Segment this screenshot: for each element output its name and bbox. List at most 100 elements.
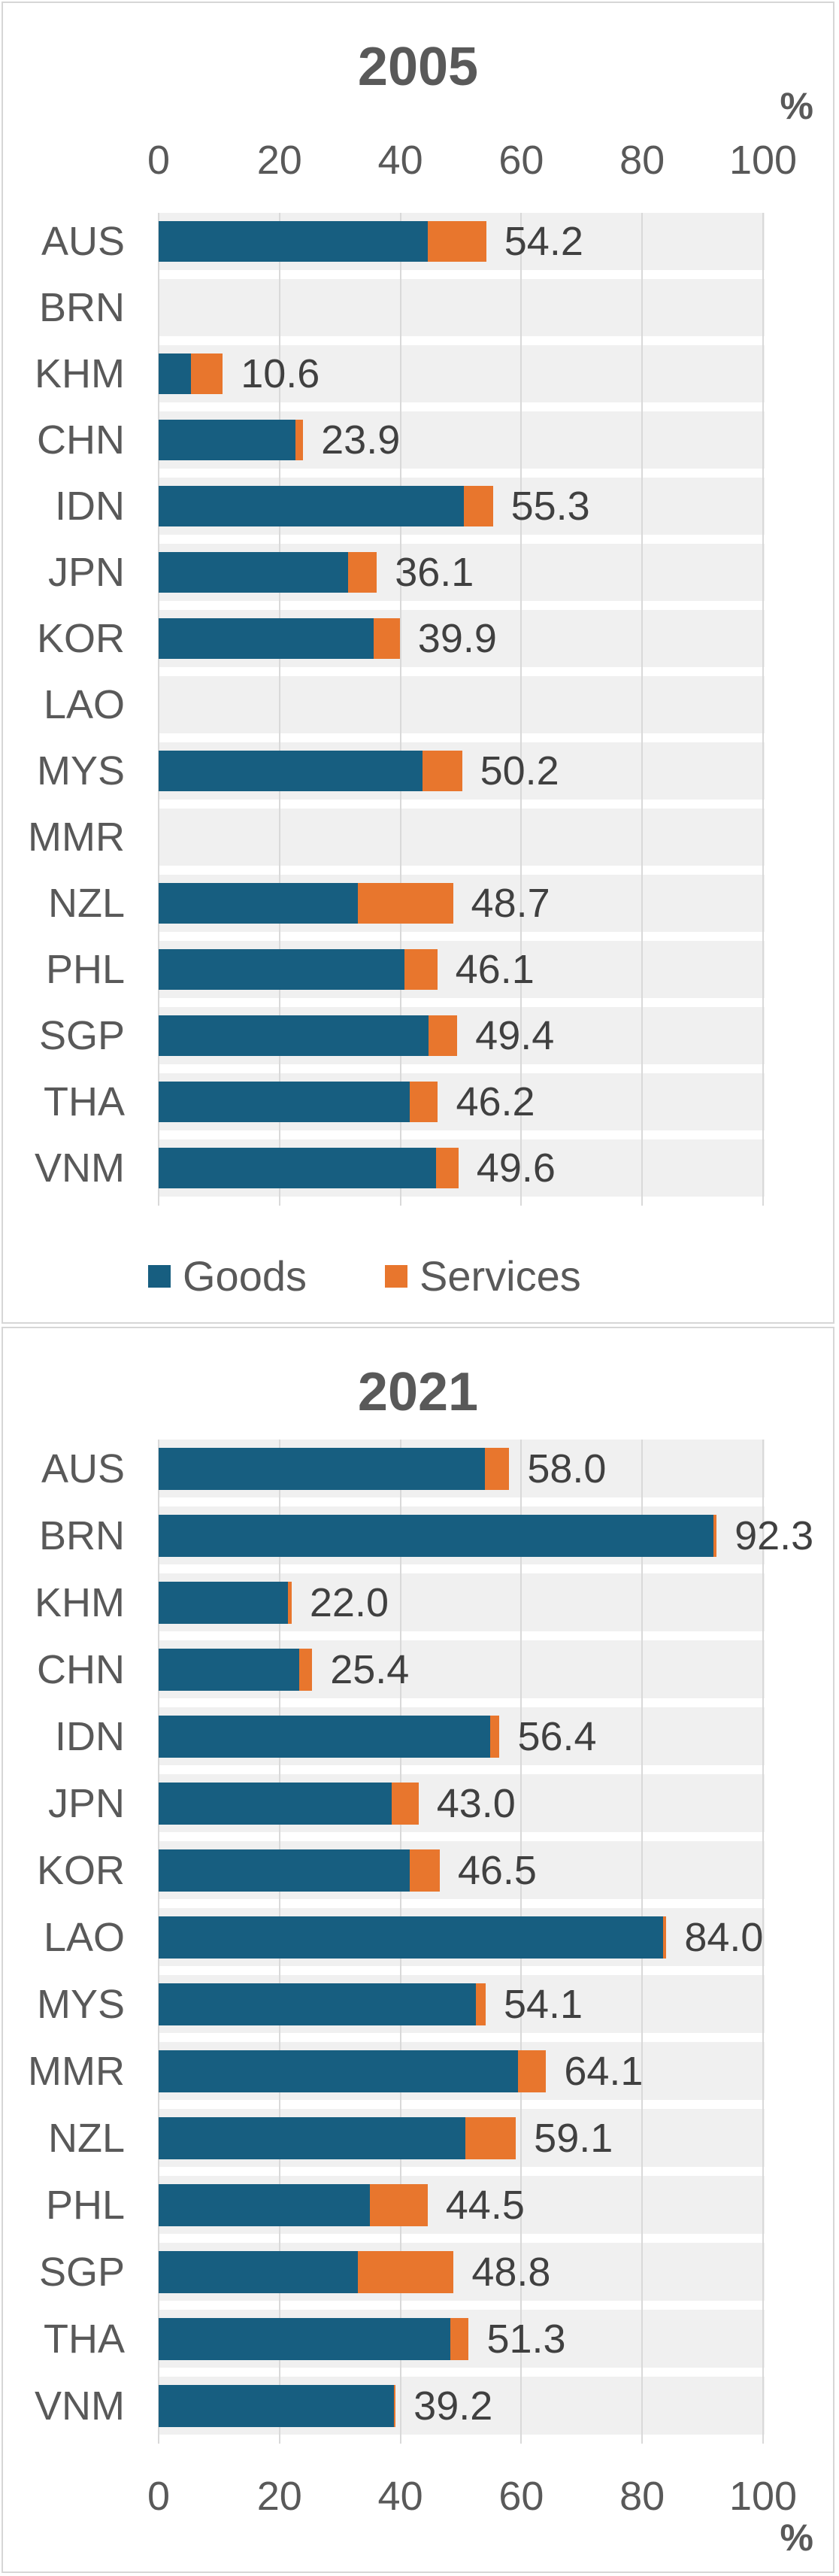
bar-services-segment bbox=[427, 221, 486, 262]
bar-goods-segment bbox=[159, 2384, 394, 2427]
category-label: IDN bbox=[55, 1713, 125, 1759]
bar-services-segment bbox=[485, 1447, 510, 1490]
category-label: LAO bbox=[43, 682, 125, 727]
stacked-bar bbox=[159, 1782, 419, 1825]
category-label: NZL bbox=[47, 2115, 125, 2161]
bar-total-label: 43.0 bbox=[436, 1780, 516, 1826]
stacked-bar bbox=[159, 2183, 428, 2226]
category-label: VNM bbox=[35, 1145, 125, 1191]
stacked-bar bbox=[159, 221, 486, 262]
bar-services-segment bbox=[295, 420, 304, 460]
bar-goods-segment bbox=[159, 2183, 371, 2226]
percent-axis-unit-label: % bbox=[780, 85, 813, 127]
bar-services-segment bbox=[464, 486, 493, 526]
bar-goods-segment bbox=[159, 883, 359, 924]
category-label: SGP bbox=[38, 2249, 125, 2295]
stacked-bar bbox=[159, 2250, 454, 2293]
chart-title-2021: 2021 bbox=[357, 1362, 479, 1422]
category-label: MMR bbox=[28, 2048, 125, 2094]
bar-goods-segment bbox=[159, 1983, 477, 2025]
bar-total-label: 50.2 bbox=[480, 748, 559, 793]
bar-services-segment bbox=[713, 1514, 717, 1557]
bar-goods-segment bbox=[159, 420, 295, 460]
chart-card-2021: 2021 AUS BRN KHM CHN IDN JPN KOR LAO MYS MMR NZL PH… bbox=[2, 1327, 834, 2573]
bar-goods-segment bbox=[159, 2050, 518, 2092]
bar-services-segment bbox=[347, 552, 377, 593]
bar-goods-segment bbox=[159, 1148, 437, 1188]
category-label: JPN bbox=[47, 1780, 125, 1826]
bar-services-segment bbox=[391, 1782, 419, 1825]
stacked-bar bbox=[159, 1514, 717, 1557]
bar-total-label: 92.3 bbox=[735, 1513, 814, 1558]
bar-total-label: 10.6 bbox=[241, 351, 320, 396]
x-axis-ticks: 0 20 40 60 80 100 bbox=[147, 2474, 797, 2519]
x-tick-label: 20 bbox=[256, 138, 302, 183]
category-label: MYS bbox=[36, 748, 125, 793]
bar-total-label: 48.7 bbox=[471, 881, 550, 926]
x-tick-label: 40 bbox=[377, 138, 423, 183]
plot-gridline bbox=[278, 213, 280, 1206]
bar-goods-segment bbox=[159, 1082, 410, 1122]
bar-services-segment bbox=[409, 1082, 438, 1122]
stacked-bar bbox=[159, 1447, 510, 1490]
stacked-bar bbox=[159, 353, 223, 394]
category-label: AUS bbox=[41, 219, 125, 264]
bar-total-label: 48.8 bbox=[471, 2249, 551, 2295]
stacked-bar bbox=[159, 949, 438, 990]
bar-goods-segment bbox=[159, 353, 191, 394]
goods-legend-swatch bbox=[148, 1264, 171, 1288]
bar-services-segment bbox=[358, 883, 453, 924]
category-label: THA bbox=[44, 2316, 125, 2362]
stacked-bar bbox=[159, 1082, 438, 1122]
plot-area: 54.2 10.6 23.9 55.3 36.1 39.9 50.2 48.7 46.1 49.4… bbox=[158, 213, 765, 1206]
bar-services-segment bbox=[288, 1581, 292, 1624]
stacked-bar bbox=[159, 2317, 469, 2360]
bar-goods-segment bbox=[159, 1015, 429, 1056]
bar-total-label: 22.0 bbox=[309, 1579, 389, 1625]
x-tick-label: 0 bbox=[147, 138, 171, 183]
category-label: KHM bbox=[35, 1579, 125, 1625]
bar-goods-segment bbox=[159, 1447, 486, 1490]
stacked-bar bbox=[159, 2116, 516, 2159]
bar-services-segment bbox=[489, 1715, 500, 1758]
bar-goods-segment bbox=[159, 221, 428, 262]
category-label: KHM bbox=[35, 351, 125, 396]
bar-goods-segment bbox=[159, 1782, 392, 1825]
bar-goods-segment bbox=[159, 949, 405, 990]
bar-total-label: 44.5 bbox=[445, 2182, 525, 2228]
category-label: BRN bbox=[38, 285, 125, 330]
bar-services-segment bbox=[404, 949, 438, 990]
category-label: KOR bbox=[36, 616, 125, 661]
bar-total-label: 58.0 bbox=[527, 1446, 607, 1491]
bar-services-segment bbox=[358, 2250, 454, 2293]
bar-services-segment bbox=[410, 1849, 440, 1892]
bar-total-label: 46.2 bbox=[456, 1079, 535, 1124]
bar-total-label: 36.1 bbox=[395, 550, 474, 595]
x-tick-label: 100 bbox=[728, 2474, 798, 2519]
category-label: NZL bbox=[47, 881, 125, 926]
bar-goods-segment bbox=[159, 751, 423, 791]
category-label: BRN bbox=[38, 1513, 125, 1558]
category-label: IDN bbox=[55, 484, 125, 529]
stacked-bar bbox=[159, 1015, 458, 1056]
plot-gridline bbox=[762, 1440, 764, 2444]
chart-title-2005: 2005 bbox=[357, 37, 479, 97]
category-label: MYS bbox=[36, 1981, 125, 2027]
category-label: PHL bbox=[45, 947, 125, 992]
x-tick-label: 40 bbox=[377, 2474, 423, 2519]
x-tick-label: 100 bbox=[728, 138, 798, 183]
bar-services-segment bbox=[436, 1148, 459, 1188]
stacked-bar bbox=[159, 420, 304, 460]
plot-gridline bbox=[158, 213, 159, 1206]
bar-services-segment bbox=[476, 1983, 486, 2025]
category-label: MMR bbox=[28, 815, 125, 860]
x-tick-label: 80 bbox=[619, 2474, 665, 2519]
bar-total-label: 54.2 bbox=[504, 219, 583, 264]
bar-goods-segment bbox=[159, 552, 348, 593]
bar-total-label: 56.4 bbox=[517, 1713, 597, 1759]
bar-goods-segment bbox=[159, 1916, 663, 1959]
bar-services-segment bbox=[374, 618, 400, 659]
stacked-bar bbox=[159, 2384, 396, 2427]
x-tick-label: 80 bbox=[619, 138, 665, 183]
